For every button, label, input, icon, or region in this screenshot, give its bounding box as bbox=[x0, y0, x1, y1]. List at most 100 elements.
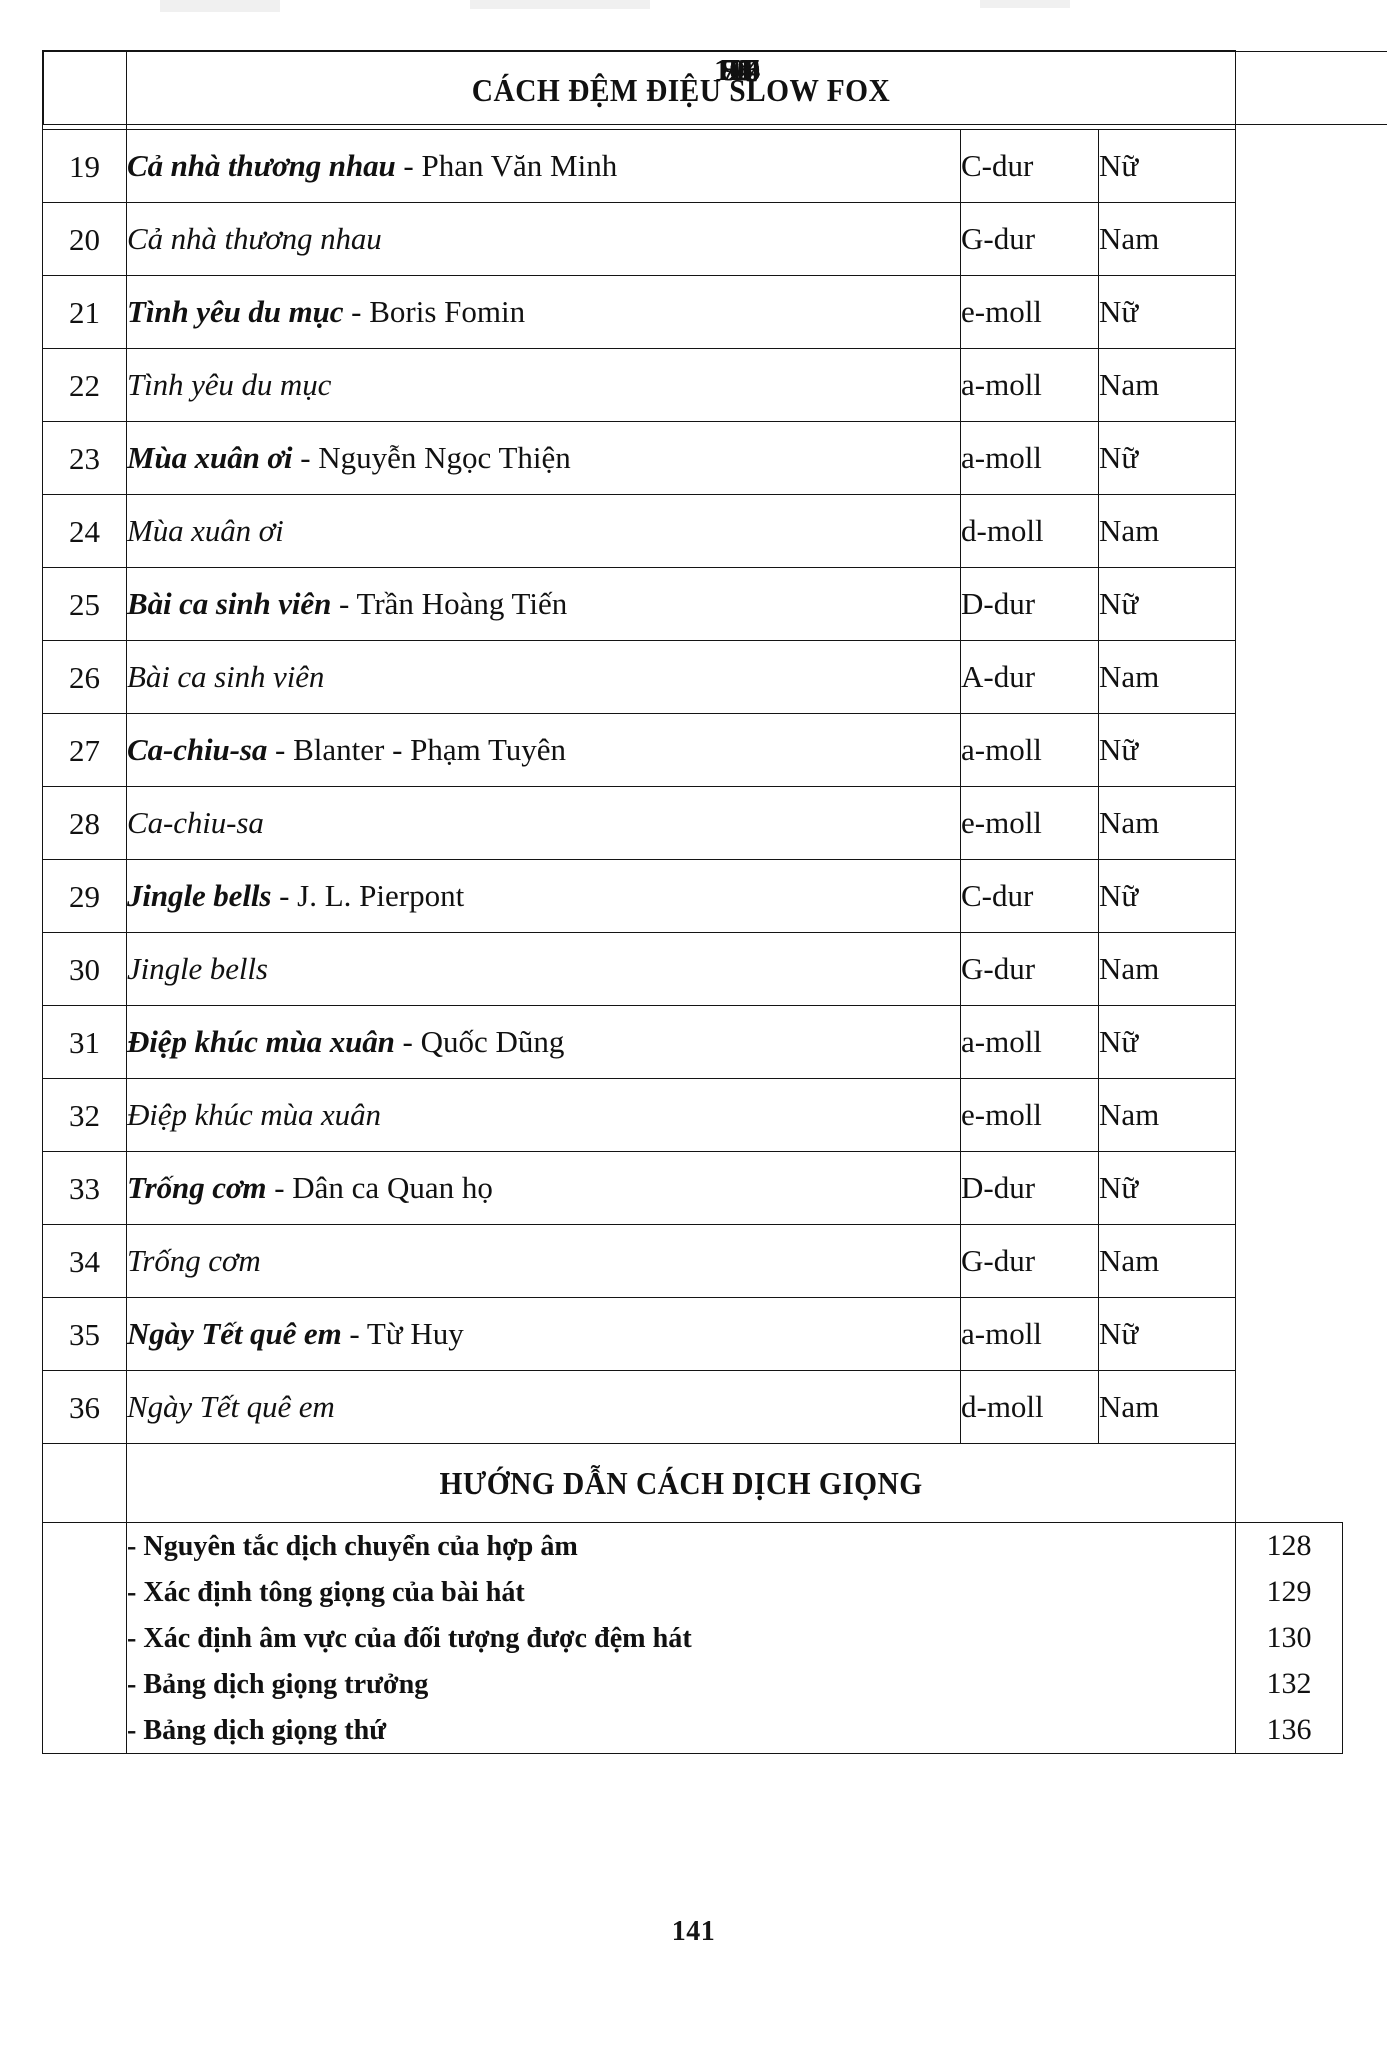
song-name: Bài ca sinh viên bbox=[127, 586, 332, 621]
row-index: 21 bbox=[42, 275, 127, 349]
row-index: 36 bbox=[42, 1370, 127, 1444]
row-song-title: Trống cơm bbox=[126, 1224, 961, 1298]
row-voice-type: Nữ bbox=[1097, 859, 1237, 933]
section-header-label: CÁCH ĐỆM ĐIỆU SLOW FOX bbox=[471, 71, 891, 108]
row-musical-key: a-moll bbox=[960, 1005, 1099, 1079]
row-index: 27 bbox=[42, 713, 127, 787]
guide-item-page: 132 bbox=[1266, 1667, 1312, 1700]
guide-section-page: 128 bbox=[42, 50, 1387, 125]
page-folio-number: 141 bbox=[671, 1916, 716, 1947]
song-composer: - Trần Hoàng Tiến bbox=[331, 586, 568, 621]
song-name: Mùa xuân ơi bbox=[127, 513, 284, 548]
scan-artifact bbox=[470, 0, 650, 9]
row-song-title: Bài ca sinh viên bbox=[126, 640, 961, 714]
scan-top-edge bbox=[0, 0, 1387, 26]
row-index: 25 bbox=[42, 567, 127, 641]
row-index: 34 bbox=[42, 1224, 127, 1298]
row-index: 33 bbox=[42, 1151, 127, 1225]
guide-section-num-cell bbox=[42, 1443, 127, 1523]
row-voice-type: Nam bbox=[1097, 1370, 1237, 1444]
row-musical-key: G-dur bbox=[960, 202, 1099, 276]
row-voice-type: Nam bbox=[1097, 1078, 1237, 1152]
row-musical-key: d-moll bbox=[960, 1370, 1099, 1444]
row-song-title: Mùa xuân ơi bbox=[126, 494, 961, 568]
row-voice-type: Nữ bbox=[1097, 421, 1237, 495]
row-voice-type: Nữ bbox=[1097, 1297, 1237, 1371]
row-musical-key: D-dur bbox=[960, 567, 1099, 641]
row-song-title: Bài ca sinh viên - Trần Hoàng Tiến bbox=[126, 567, 961, 641]
row-index: 22 bbox=[42, 348, 127, 422]
row-voice-type: Nữ bbox=[1097, 275, 1237, 349]
row-index: 24 bbox=[42, 494, 127, 568]
table-row: 25 Bài ca sinh viên - Trần Hoàng Tiến D-du… bbox=[42, 50, 1387, 641]
row-song-title: Ngày Tết quê em bbox=[126, 1370, 961, 1444]
guide-item: - Bảng dịch giọng trưởng bbox=[127, 1667, 429, 1700]
table-row: 20 Cả nhà thương nhau G-dur Nam 76 bbox=[42, 50, 1387, 276]
song-name: Ngày Tết quê em bbox=[127, 1389, 335, 1424]
song-name: Mùa xuân ơi bbox=[127, 440, 293, 475]
row-musical-key: a-moll bbox=[960, 713, 1099, 787]
table-row: 21 Tình yêu du mục - Boris Fomin e-moll Nữ 7… bbox=[42, 50, 1387, 349]
guide-section-row: HƯỚNG DẪN CÁCH DỊCH GIỌNG 128 bbox=[42, 50, 1387, 1523]
song-composer: - Nguyễn Ngọc Thiện bbox=[292, 440, 571, 475]
table-row: 19 Cả nhà thương nhau - Phan Văn Minh C-du… bbox=[42, 50, 1387, 203]
song-composer: - Từ Huy bbox=[341, 1316, 464, 1351]
song-composer: - J. L. Pierpont bbox=[271, 878, 465, 913]
row-voice-type: Nữ bbox=[1097, 567, 1237, 641]
row-musical-key: d-moll bbox=[960, 494, 1099, 568]
row-song-title: Jingle bells bbox=[126, 932, 961, 1006]
row-song-title: Điệp khúc mùa xuân bbox=[126, 1078, 961, 1152]
song-name: Trống cơm bbox=[127, 1170, 267, 1205]
guide-items-row: - Nguyên tắc dịch chuyển của hợp âm - Xác… bbox=[42, 1522, 1344, 1754]
row-index: 19 bbox=[42, 129, 127, 203]
row-song-title: Tình yêu du mục - Boris Fomin bbox=[126, 275, 961, 349]
song-composer: - Dân ca Quan họ bbox=[266, 1170, 493, 1205]
table-row: 31 Điệp khúc mùa xuân - Quốc Dũng a-moll Nữ… bbox=[42, 50, 1387, 1079]
row-voice-type: Nam bbox=[1097, 1224, 1237, 1298]
row-musical-key: a-moll bbox=[960, 1297, 1099, 1371]
table-row: 33 Trống cơm - Dân ca Quan họ D-dur Nữ 114 bbox=[42, 50, 1387, 1225]
row-index: 28 bbox=[42, 786, 127, 860]
guide-item-page: 130 bbox=[1266, 1621, 1312, 1654]
guide-item-page: 128 bbox=[1266, 1529, 1312, 1562]
guide-items-num-cell bbox=[42, 1522, 127, 1754]
row-musical-key: C-dur bbox=[960, 859, 1099, 933]
table-row: 30 Jingle bells G-dur Nam 103 bbox=[42, 50, 1387, 1006]
row-musical-key: C-dur bbox=[960, 129, 1099, 203]
row-song-title: Tình yêu du mục bbox=[126, 348, 961, 422]
table-of-contents: CÁCH ĐỆM ĐIỆU SLOW FOX 72 19 Cả nhà thươn… bbox=[42, 50, 1387, 1754]
row-index: 32 bbox=[42, 1078, 127, 1152]
table-row: 24 Mùa xuân ơi d-moll Nam 86 bbox=[42, 50, 1387, 568]
row-musical-key: e-moll bbox=[960, 786, 1099, 860]
song-name: Bài ca sinh viên bbox=[127, 659, 325, 694]
guide-item-page: 129 bbox=[1266, 1575, 1312, 1608]
row-voice-type: Nam bbox=[1097, 494, 1237, 568]
row-musical-key: A-dur bbox=[960, 640, 1099, 714]
song-name: Jingle bells bbox=[127, 951, 268, 986]
row-index: 26 bbox=[42, 640, 127, 714]
table-row: 23 Mùa xuân ơi - Nguyễn Ngọc Thiện a-moll N… bbox=[42, 50, 1387, 495]
song-name: Điệp khúc mùa xuân bbox=[127, 1097, 381, 1132]
song-name: Tình yêu du mục bbox=[127, 294, 344, 329]
song-name: Điệp khúc mùa xuân bbox=[127, 1024, 395, 1059]
row-voice-type: Nam bbox=[1097, 932, 1237, 1006]
table-row: 28 Ca-chiu-sa e-moll Nam 98 bbox=[42, 50, 1387, 860]
row-song-title: Cả nhà thương nhau - Phan Văn Minh bbox=[126, 129, 961, 203]
guide-item: - Bảng dịch giọng thứ bbox=[127, 1713, 387, 1746]
row-index: 30 bbox=[42, 932, 127, 1006]
row-song-title: Jingle bells - J. L. Pierpont bbox=[126, 859, 961, 933]
table-row: 22 Tình yêu du mục a-moll Nam 81 bbox=[42, 50, 1387, 422]
row-musical-key: G-dur bbox=[960, 932, 1099, 1006]
guide-items-pages-cell: 128 129 130 132 136 bbox=[1235, 1522, 1344, 1754]
song-name: Jingle bells bbox=[127, 878, 272, 913]
row-voice-type: Nam bbox=[1097, 640, 1237, 714]
song-composer: - Quốc Dũng bbox=[394, 1024, 565, 1059]
row-index: 29 bbox=[42, 859, 127, 933]
guide-section-label: HƯỚNG DẪN CÁCH DỊCH GIỌNG bbox=[439, 1464, 923, 1501]
row-index: 35 bbox=[42, 1297, 127, 1371]
row-musical-key: a-moll bbox=[960, 348, 1099, 422]
row-index: 23 bbox=[42, 421, 127, 495]
guide-item: - Xác định âm vực của đối tượng được đệm… bbox=[127, 1621, 692, 1654]
row-voice-type: Nữ bbox=[1097, 129, 1237, 203]
